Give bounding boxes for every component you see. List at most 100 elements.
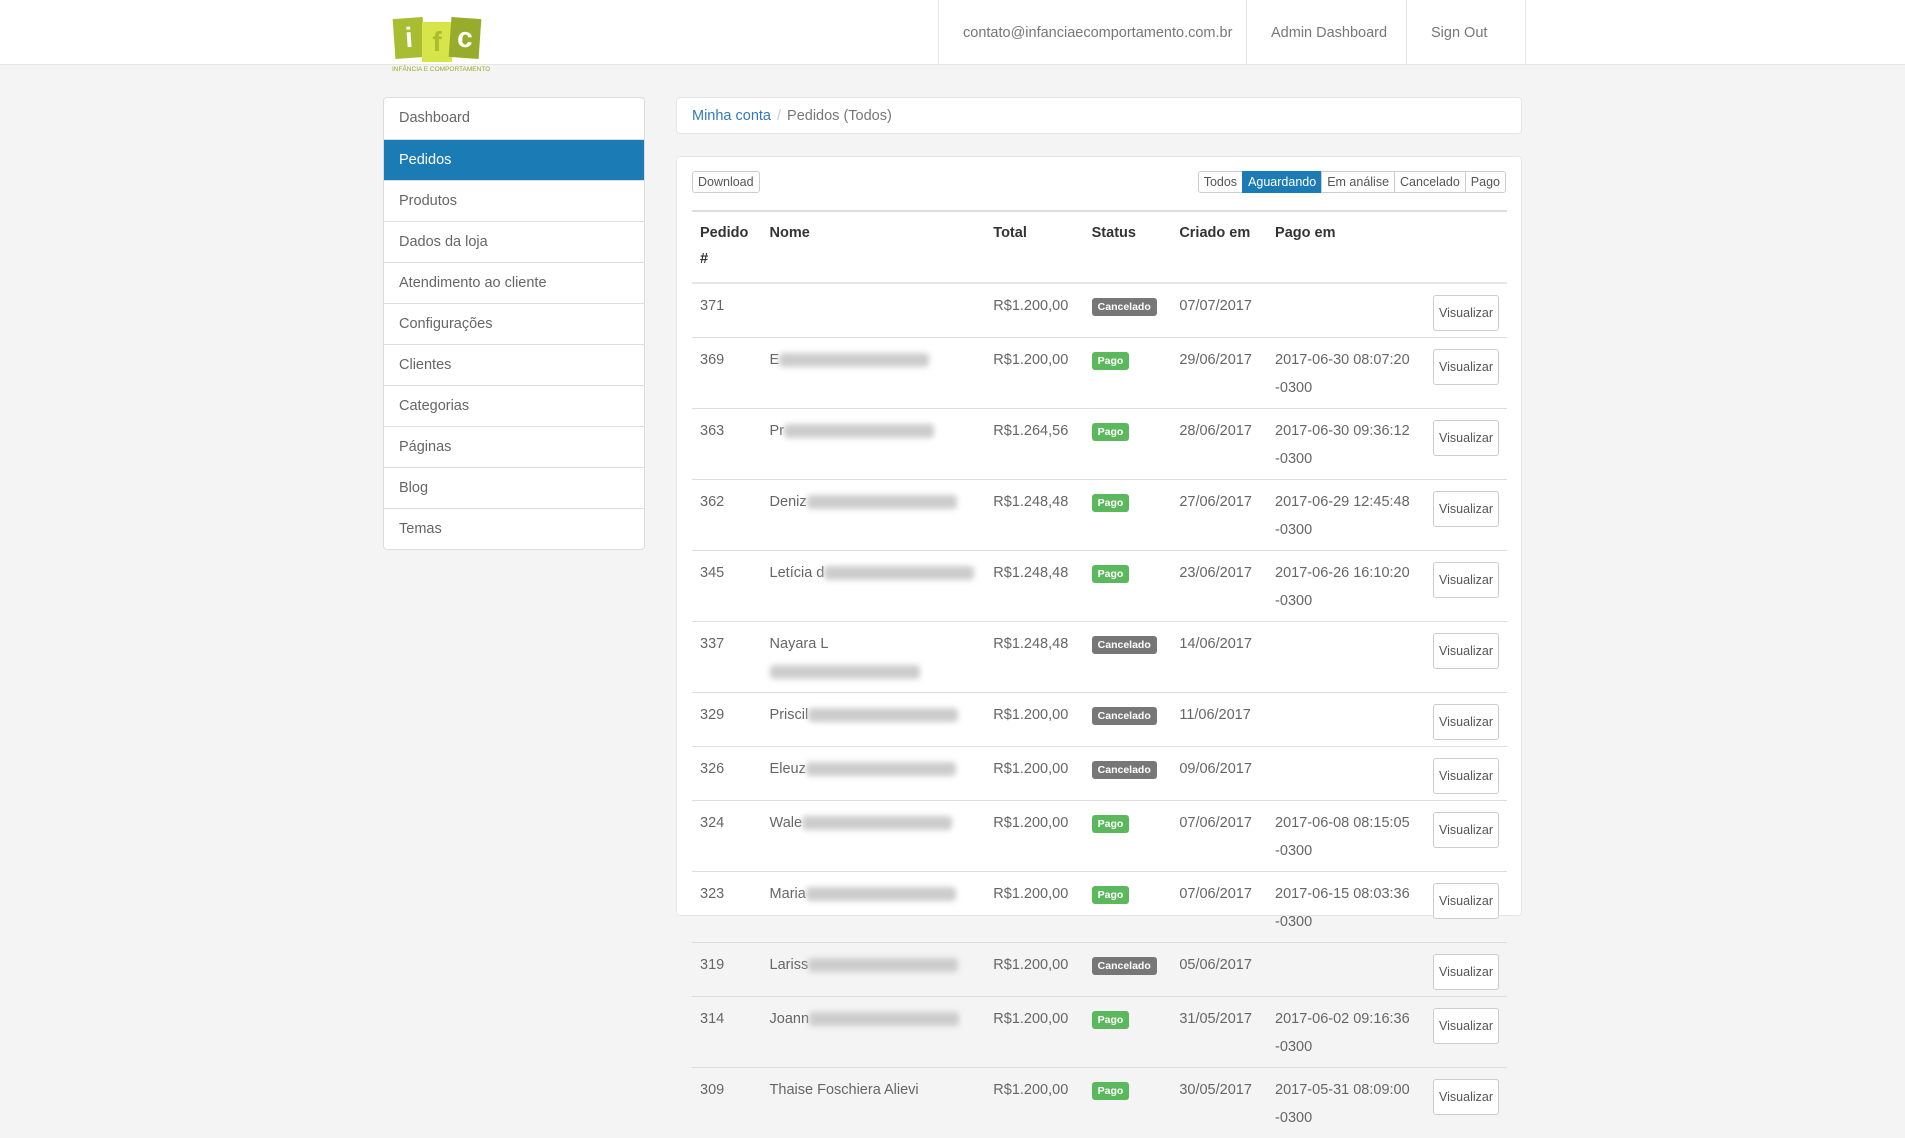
actions-cell: Visualizar: [1418, 747, 1507, 801]
actions-cell: Visualizar: [1418, 997, 1507, 1068]
signout-text: Sign Out: [1431, 25, 1487, 41]
order-status: Pago: [1084, 551, 1172, 622]
redacted-name: [802, 816, 952, 830]
paid-date: 2017-06-30 09:36:12 -0300: [1267, 409, 1418, 480]
name-text: Deniz: [770, 494, 807, 510]
name-text: Joann: [770, 1011, 810, 1027]
sidebar-item-clientes[interactable]: Clientes: [384, 344, 644, 385]
customer-name: Priscil: [762, 693, 986, 747]
column-header: Nome: [762, 211, 986, 283]
view-order-button[interactable]: Visualizar: [1433, 420, 1499, 456]
name-text: Thaise Foschiera Alievi: [770, 1082, 919, 1098]
view-order-button[interactable]: Visualizar: [1433, 883, 1499, 919]
table-row: 362 Deniz R$1.248,48 Pago 27/06/2017 201…: [692, 480, 1507, 551]
view-order-button[interactable]: Visualizar: [1433, 812, 1499, 848]
table-row: 329 Priscil R$1.200,00 Cancelado 11/06/2…: [692, 693, 1507, 747]
column-header: Total: [985, 211, 1083, 283]
sidebar-item-dados-da-loja[interactable]: Dados da loja: [384, 221, 644, 262]
sidebar-item-p-ginas[interactable]: Páginas: [384, 426, 644, 467]
sidebar-item-blog[interactable]: Blog: [384, 467, 644, 508]
paid-date: 2017-05-31 08:09:00 -0300: [1267, 1068, 1418, 1138]
ifc-logo[interactable]: i f c INFÂNCIA E COMPORTAMENTO: [390, 14, 500, 76]
filter-todos[interactable]: Todos: [1198, 171, 1243, 193]
sidebar-item-produtos[interactable]: Produtos: [384, 180, 644, 221]
table-row: 345 Letícia d R$1.248,48 Pago 23/06/2017…: [692, 551, 1507, 622]
breadcrumb: Minha conta/Pedidos (Todos): [676, 97, 1522, 134]
paid-date: 2017-06-26 16:10:20 -0300: [1267, 551, 1418, 622]
created-date: 07/06/2017: [1171, 801, 1267, 872]
view-order-button[interactable]: Visualizar: [1433, 295, 1499, 331]
customer-name: Joann: [762, 997, 986, 1068]
view-order-button[interactable]: Visualizar: [1433, 758, 1499, 794]
order-total: R$1.200,00: [985, 997, 1083, 1068]
paid-date: 2017-06-30 08:07:20 -0300: [1267, 338, 1418, 409]
order-total: R$1.264,56: [985, 409, 1083, 480]
logo-tagline: INFÂNCIA E COMPORTAMENTO: [392, 66, 490, 73]
status-badge: Cancelado: [1092, 761, 1157, 779]
nav-email-link[interactable]: contato@infanciaecomportamento.com.br: [938, 0, 1247, 65]
order-status: Cancelado: [1084, 622, 1172, 693]
name-text: Lariss: [770, 957, 809, 973]
redacted-name: [824, 566, 974, 580]
redacted-name: [779, 353, 929, 367]
customer-name: Letícia d: [762, 551, 986, 622]
sidebar-item-atendimento-ao-cliente[interactable]: Atendimento ao cliente: [384, 262, 644, 303]
view-order-button[interactable]: Visualizar: [1433, 491, 1499, 527]
sidebar-item-pedidos[interactable]: Pedidos: [384, 139, 644, 180]
view-order-button[interactable]: Visualizar: [1433, 562, 1499, 598]
status-badge: Pago: [1092, 352, 1130, 370]
order-status: Pago: [1084, 997, 1172, 1068]
sidebar-item-dashboard[interactable]: Dashboard: [384, 98, 644, 139]
customer-name: Lariss: [762, 943, 986, 997]
filter-cancelado[interactable]: Cancelado: [1394, 171, 1466, 193]
paid-date: 2017-06-15 08:03:36 -0300: [1267, 872, 1418, 943]
order-total: R$1.200,00: [985, 1068, 1083, 1138]
breadcrumb-minha-conta[interactable]: Minha conta: [692, 108, 771, 124]
name-text: Priscil: [770, 707, 809, 723]
order-total: R$1.200,00: [985, 283, 1083, 338]
view-order-button[interactable]: Visualizar: [1433, 704, 1499, 740]
customer-name: Pr: [762, 409, 986, 480]
order-status: Pago: [1084, 872, 1172, 943]
order-total: R$1.248,48: [985, 622, 1083, 693]
view-order-button[interactable]: Visualizar: [1433, 954, 1499, 990]
order-total: R$1.200,00: [985, 693, 1083, 747]
nav-sign-out[interactable]: Sign Out: [1406, 0, 1526, 65]
paid-date: [1267, 283, 1418, 338]
paid-date: [1267, 943, 1418, 997]
view-order-button[interactable]: Visualizar: [1433, 633, 1499, 669]
customer-name: E: [762, 338, 986, 409]
column-header: Status: [1084, 211, 1172, 283]
order-status: Cancelado: [1084, 943, 1172, 997]
sidebar-item-configura-es[interactable]: Configurações: [384, 303, 644, 344]
name-text: Eleuz: [770, 761, 806, 777]
sidebar-item-temas[interactable]: Temas: [384, 508, 644, 549]
logo-letter: f: [422, 22, 452, 62]
sidebar-item-categorias[interactable]: Categorias: [384, 385, 644, 426]
filter-em-an-lise[interactable]: Em análise: [1321, 171, 1395, 193]
nav-admin-dashboard[interactable]: Admin Dashboard: [1246, 0, 1406, 65]
view-order-button[interactable]: Visualizar: [1433, 1008, 1499, 1044]
created-date: 23/06/2017: [1171, 551, 1267, 622]
table-row: 369 E R$1.200,00 Pago 29/06/2017 2017-06…: [692, 338, 1507, 409]
name-text: Maria: [770, 886, 806, 902]
redacted-name: [806, 887, 956, 901]
filter-aguardando[interactable]: Aguardando: [1242, 171, 1322, 193]
table-row: 363 Pr R$1.264,56 Pago 28/06/2017 2017-0…: [692, 409, 1507, 480]
view-order-button[interactable]: Visualizar: [1433, 1079, 1499, 1115]
created-date: 09/06/2017: [1171, 747, 1267, 801]
created-date: 07/06/2017: [1171, 872, 1267, 943]
paid-date: [1267, 693, 1418, 747]
order-total: R$1.200,00: [985, 801, 1083, 872]
name-text: E: [770, 352, 780, 368]
filter-pago[interactable]: Pago: [1465, 171, 1506, 193]
download-button[interactable]: Download: [692, 171, 760, 193]
order-id: 345: [692, 551, 762, 622]
customer-name: Deniz: [762, 480, 986, 551]
order-id: 371: [692, 283, 762, 338]
view-order-button[interactable]: Visualizar: [1433, 349, 1499, 385]
status-badge: Cancelado: [1092, 707, 1157, 725]
actions-cell: Visualizar: [1418, 693, 1507, 747]
order-total: R$1.248,48: [985, 551, 1083, 622]
